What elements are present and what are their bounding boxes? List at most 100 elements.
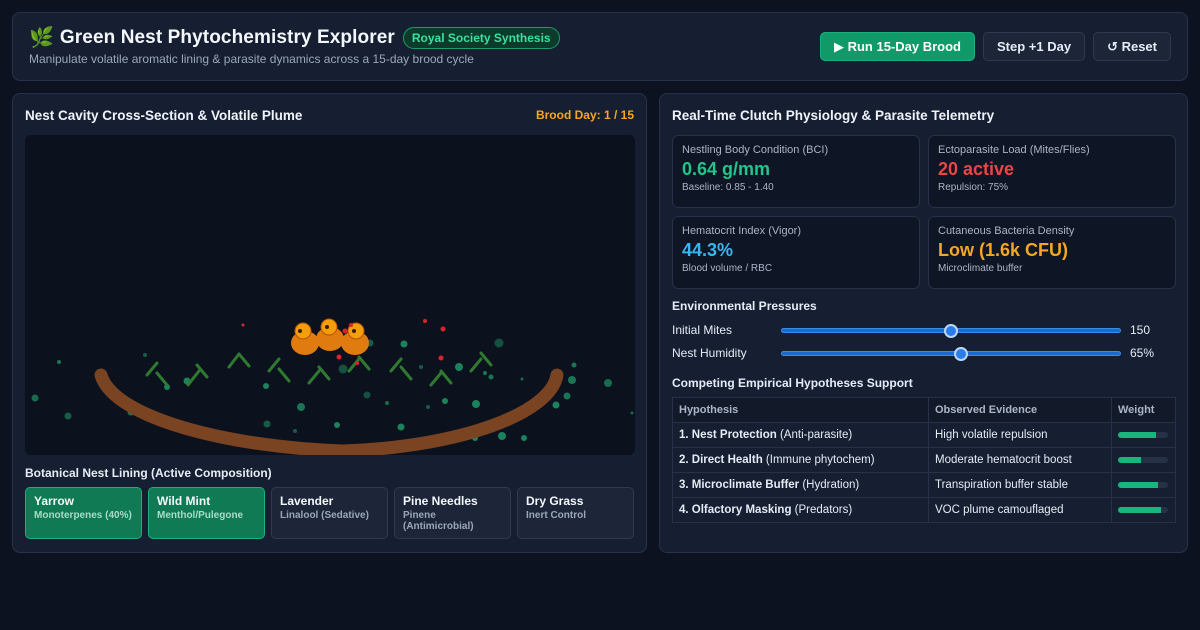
chip-name: Pine Needles xyxy=(403,494,478,508)
lining-chip-wild-mint[interactable]: Wild Mint Menthol/Pulegone xyxy=(148,487,265,539)
slider-row-nest-humidity: Nest Humidity 65% xyxy=(672,345,1176,361)
nest-humidity-slider[interactable] xyxy=(781,347,1121,361)
env-pressures-title: Environmental Pressures xyxy=(672,299,817,313)
slider-thumb[interactable] xyxy=(954,347,969,361)
slider-row-initial-mites: Initial Mites 150 xyxy=(672,322,1176,338)
chip-compound: Pinene (Antimicrobial) xyxy=(403,510,474,532)
nest-visualization xyxy=(31,318,634,455)
card-label: Nestling Body Condition (BCI) xyxy=(682,144,829,156)
leaf-icon: 🌿 xyxy=(29,27,54,49)
nest-panel-title: Nest Cavity Cross-Section & Volatile Plu… xyxy=(25,108,303,123)
slider-value: 65% xyxy=(1130,346,1155,360)
weight-cell xyxy=(1111,447,1176,473)
card-label: Ectoparasite Load (Mites/Flies) xyxy=(938,144,1090,156)
card-sub: Microclimate buffer xyxy=(938,263,1023,274)
weight-fill xyxy=(1118,432,1156,438)
herb-sprigs xyxy=(145,351,493,387)
hypothesis-cell: 2. Direct Health (Immune phytochem) xyxy=(672,447,929,473)
hypothesis-cell: 4. Olfactory Masking (Predators) xyxy=(672,497,929,523)
hypothesis-name: 3. Microclimate Buffer xyxy=(679,479,800,491)
chip-name: Yarrow xyxy=(34,494,75,508)
slider-label: Nest Humidity xyxy=(672,346,747,360)
weight-bar xyxy=(1118,507,1168,513)
brood-day-indicator: Brood Day: 1 / 15 xyxy=(535,108,634,122)
mites xyxy=(336,319,446,365)
card-value: 0.64 g/mm xyxy=(682,159,771,179)
hematocrit-card: Hematocrit Index (Vigor) 44.3% Blood volum… xyxy=(672,216,920,289)
run-brood-button[interactable]: ▶ Run 15-Day Brood xyxy=(819,32,975,61)
hypothesis-detail: (Predators) xyxy=(791,504,853,516)
chip-name: Lavender xyxy=(280,494,334,508)
hypotheses-table: Hypothesis Observed Evidence Weight 1. N… xyxy=(672,397,1176,523)
hypothesis-name: 2. Direct Health xyxy=(679,454,763,466)
evidence-cell: VOC plume camouflaged xyxy=(928,497,1112,523)
card-label: Cutaneous Bacteria Density xyxy=(938,225,1075,237)
chip-compound: Menthol/Pulegone xyxy=(157,510,244,521)
table-row: 2. Direct Health (Immune phytochem) Moder… xyxy=(672,447,1176,473)
weight-fill xyxy=(1118,457,1141,463)
hypothesis-cell: 3. Microclimate Buffer (Hydration) xyxy=(672,472,929,498)
hypothesis-detail: (Immune phytochem) xyxy=(762,454,875,466)
telemetry-panel-title: Real-Time Clutch Physiology & Parasite T… xyxy=(672,108,995,123)
chip-name: Wild Mint xyxy=(157,494,211,508)
app-header: 🌿 Green Nest Phytochemistry Explorer Roy… xyxy=(12,12,1188,81)
lining-chip-yarrow[interactable]: Yarrow Monoterpenes (40%) xyxy=(25,487,142,539)
bacteria-card: Cutaneous Bacteria Density Low (1.6k CFU)… xyxy=(928,216,1176,289)
chip-compound: Monoterpenes (40%) xyxy=(34,510,132,521)
evidence-cell: High volatile repulsion xyxy=(928,422,1112,448)
weight-fill xyxy=(1118,507,1161,513)
lining-chip-pine-needles[interactable]: Pine Needles Pinene (Antimicrobial) xyxy=(394,487,511,539)
hypothesis-detail: (Hydration) xyxy=(799,479,860,491)
card-value: 20 active xyxy=(938,159,1015,179)
nest-canvas[interactable] xyxy=(25,135,635,455)
col-evidence: Observed Evidence xyxy=(928,397,1112,423)
lining-chip-dry-grass[interactable]: Dry Grass Inert Control xyxy=(517,487,634,539)
nestlings xyxy=(291,318,369,355)
card-sub: Repulsion: 75% xyxy=(938,182,1009,193)
nest-panel: Nest Cavity Cross-Section & Volatile Plu… xyxy=(12,93,647,553)
table-row: 4. Olfactory Masking (Predators) VOC plum… xyxy=(672,497,1176,523)
card-sub: Blood volume / RBC xyxy=(682,263,773,274)
slider-label: Initial Mites xyxy=(672,323,733,337)
ectoparasite-card: Ectoparasite Load (Mites/Flies) 20 active… xyxy=(928,135,1176,208)
source-badge: Royal Society Synthesis xyxy=(402,27,560,49)
slider-thumb[interactable] xyxy=(944,324,958,338)
card-value: 44.3% xyxy=(682,240,734,260)
card-label: Hematocrit Index (Vigor) xyxy=(682,225,802,237)
weight-cell xyxy=(1111,422,1176,448)
weight-cell xyxy=(1111,497,1176,523)
hypothesis-name: 1. Nest Protection xyxy=(679,429,777,441)
toolbar: ▶ Run 15-Day Brood Step +1 Day ↺ Reset xyxy=(819,32,1171,61)
hypothesis-detail: (Anti-parasite) xyxy=(776,429,853,441)
col-hypothesis: Hypothesis xyxy=(672,397,929,423)
lining-chip-lavender[interactable]: Lavender Linalool (Sedative) xyxy=(271,487,388,539)
telemetry-panel: Real-Time Clutch Physiology & Parasite T… xyxy=(659,93,1188,553)
weight-cell xyxy=(1111,472,1176,498)
card-value: Low (1.6k CFU) xyxy=(938,240,1069,260)
app-subtitle: Manipulate volatile aromatic lining & pa… xyxy=(29,52,474,66)
step-day-button[interactable]: Step +1 Day xyxy=(983,32,1086,61)
col-weight: Weight xyxy=(1111,397,1176,423)
initial-mites-slider[interactable] xyxy=(781,324,1121,338)
bci-card: Nestling Body Condition (BCI) 0.64 g/mm Ba… xyxy=(672,135,920,208)
hypothesis-cell: 1. Nest Protection (Anti-parasite) xyxy=(672,422,929,448)
evidence-cell: Transpiration buffer stable xyxy=(928,472,1112,498)
app-title: Green Nest Phytochemistry Explorer xyxy=(59,27,395,48)
card-sub: Baseline: 0.85 - 1.40 xyxy=(682,182,774,193)
hypothesis-name: 4. Olfactory Masking xyxy=(679,504,792,516)
nest-bowl xyxy=(94,368,564,455)
table-row: 1. Nest Protection (Anti-parasite) High v… xyxy=(672,422,1176,448)
chip-compound: Inert Control xyxy=(526,510,586,521)
reset-button[interactable]: ↺ Reset xyxy=(1093,32,1171,61)
weight-bar xyxy=(1118,482,1168,488)
slider-value: 150 xyxy=(1130,323,1151,337)
evidence-cell: Moderate hematocrit boost xyxy=(928,447,1112,473)
lining-chips: Yarrow Monoterpenes (40%) Wild Mint Menthol… xyxy=(25,487,634,539)
hypotheses-header-row: Hypothesis Observed Evidence Weight xyxy=(672,397,1176,423)
title-row: 🌿 Green Nest Phytochemistry Explorer Roy… xyxy=(29,26,560,50)
weight-bar xyxy=(1118,457,1168,463)
table-row: 3. Microclimate Buffer (Hydration) Transp… xyxy=(672,472,1176,498)
hypotheses-title: Competing Empirical Hypotheses Support xyxy=(672,376,913,390)
chip-compound: Linalool (Sedative) xyxy=(280,510,369,521)
weight-bar xyxy=(1118,432,1168,438)
